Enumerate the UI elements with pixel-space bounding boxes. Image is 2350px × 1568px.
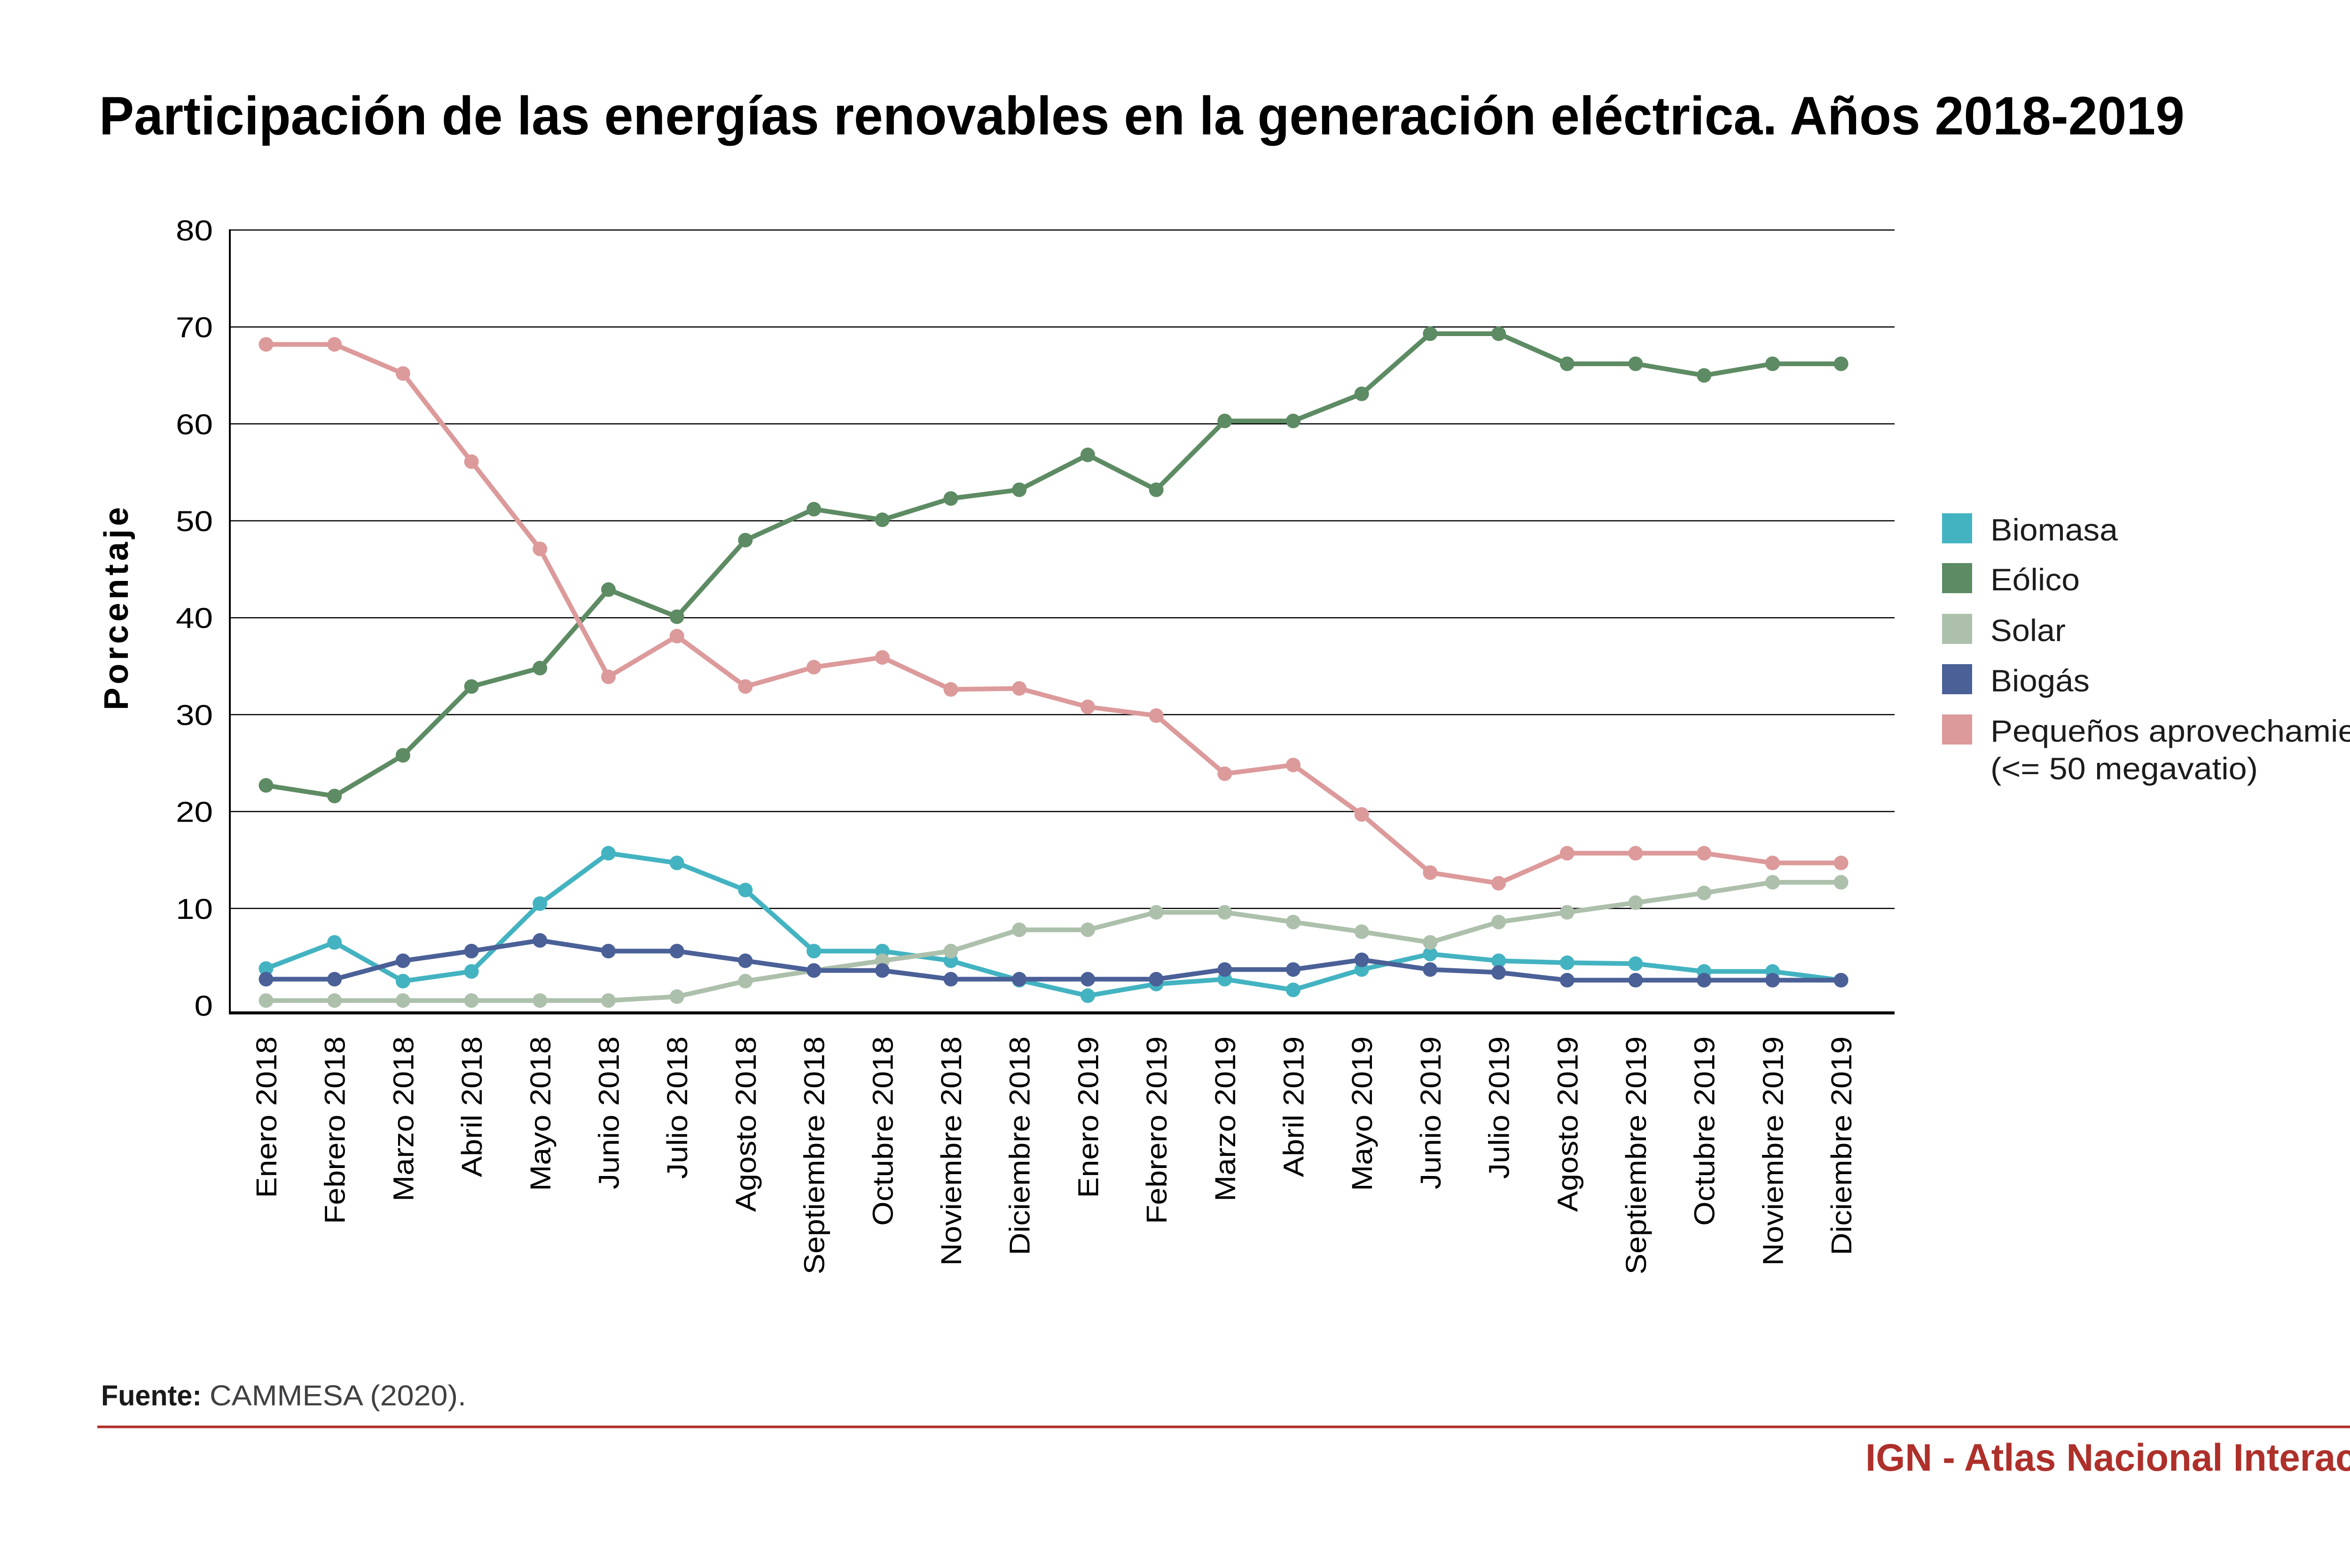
svg-text:10: 10 (176, 893, 213, 925)
svg-text:Febrero 2018: Febrero 2018 (319, 1036, 351, 1224)
svg-text:Septiembre 2018: Septiembre 2018 (799, 1036, 830, 1274)
svg-text:Eólico: Eólico (1990, 562, 2080, 597)
svg-text:Junio 2018: Junio 2018 (593, 1036, 625, 1189)
svg-text:Abril 2019: Abril 2019 (1278, 1036, 1310, 1177)
svg-text:Noviembre 2019: Noviembre 2019 (1757, 1036, 1789, 1266)
svg-text:Pequeños aprovechamientos hidr: Pequeños aprovechamientos hidroeléctrico… (1990, 713, 2350, 748)
svg-text:Diciembre 2019: Diciembre 2019 (1825, 1036, 1857, 1255)
svg-text:(<= 50 megavatio): (<= 50 megavatio) (1990, 751, 2258, 786)
svg-text:Octubre 2019: Octubre 2019 (1689, 1036, 1721, 1226)
svg-text:20: 20 (176, 796, 213, 828)
svg-text:Enero 2018: Enero 2018 (251, 1036, 282, 1198)
svg-text:Biomasa: Biomasa (1990, 512, 2118, 547)
svg-text:Marzo 2018: Marzo 2018 (387, 1036, 419, 1201)
svg-text:Agosto 2019: Agosto 2019 (1551, 1036, 1583, 1212)
svg-text:0: 0 (195, 990, 213, 1022)
svg-text:Noviembre 2018: Noviembre 2018 (935, 1036, 967, 1266)
svg-text:Agosto 2018: Agosto 2018 (730, 1036, 762, 1212)
svg-text:40: 40 (176, 602, 213, 634)
svg-text:Participación de las energías: Participación de las energías renovables… (99, 86, 2185, 146)
svg-text:70: 70 (176, 312, 213, 344)
svg-text:Enero 2019: Enero 2019 (1072, 1036, 1104, 1198)
svg-text:80: 80 (176, 214, 213, 246)
svg-text:Septiembre 2019: Septiembre 2019 (1620, 1036, 1652, 1274)
svg-text:Febrero 2019: Febrero 2019 (1141, 1036, 1173, 1224)
svg-text:Abril 2018: Abril 2018 (456, 1036, 488, 1177)
svg-text:Solar: Solar (1990, 613, 2066, 648)
svg-text:CAMMESA (2020).: CAMMESA (2020). (210, 1380, 466, 1411)
svg-text:Fuente:: Fuente: (101, 1380, 202, 1411)
svg-text:Julio 2018: Julio 2018 (661, 1036, 693, 1179)
svg-text:60: 60 (176, 408, 213, 440)
svg-text:Junio 2019: Junio 2019 (1415, 1036, 1447, 1189)
svg-text:Diciembre 2018: Diciembre 2018 (1004, 1036, 1036, 1255)
svg-text:30: 30 (176, 699, 213, 731)
svg-text:Marzo 2019: Marzo 2019 (1209, 1036, 1241, 1201)
svg-text:Julio 2019: Julio 2019 (1483, 1036, 1515, 1179)
svg-text:Octubre 2018: Octubre 2018 (867, 1036, 899, 1226)
svg-text:Mayo 2019: Mayo 2019 (1346, 1036, 1378, 1191)
svg-text:Porcentaje: Porcentaje (98, 507, 135, 710)
svg-text:IGN - Atlas Nacional Interacti: IGN - Atlas Nacional Interactivo de Arge… (1865, 1436, 2350, 1479)
svg-text:50: 50 (176, 505, 213, 537)
svg-text:Biogás: Biogás (1990, 663, 2090, 698)
svg-text:Mayo 2018: Mayo 2018 (525, 1036, 556, 1191)
